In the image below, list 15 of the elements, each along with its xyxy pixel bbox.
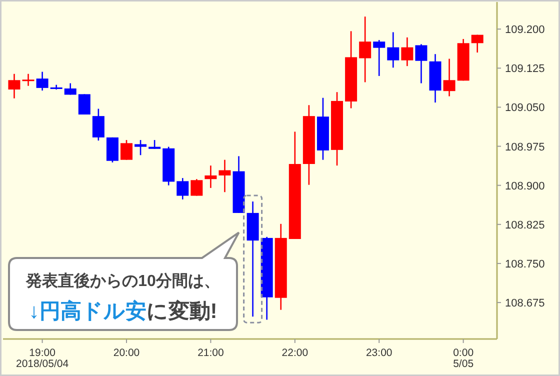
y-tick-label: 108.675 [505, 298, 545, 310]
y-tick-label: 108.825 [505, 219, 545, 232]
x-tick-label: 21:00 [198, 347, 224, 359]
x-tick-label: 22:00 [282, 347, 308, 359]
y-tick-label: 109.050 [505, 102, 545, 114]
x-tick-label: 19:00 2018/05/04 [16, 347, 69, 370]
y-tick-label: 108.975 [505, 141, 545, 154]
y-tick-label: 109.200 [505, 24, 545, 36]
x-tick-label: 23:00 [366, 347, 392, 359]
x-tick-label: 20:00 [113, 347, 140, 359]
y-tick-label: 108.750 [505, 258, 545, 270]
y-tick-label: 108.900 [505, 180, 545, 192]
y-tick-label: 109.125 [505, 63, 545, 76]
annotation: 発表直後からの10分間は、 ↓円高ドル安に変動! [25, 272, 220, 323]
x-tick-label: 0:00 5/05 [453, 347, 474, 370]
